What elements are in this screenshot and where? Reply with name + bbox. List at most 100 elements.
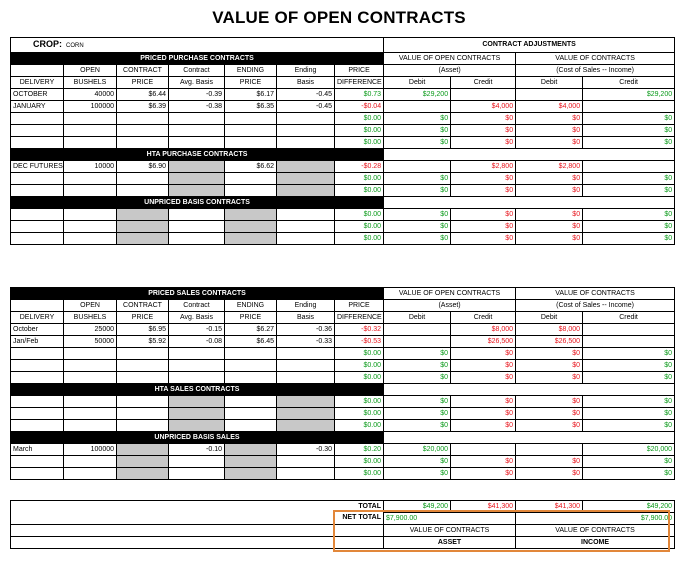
contract-price-na	[116, 232, 169, 245]
contract-header: CONTRACT	[116, 64, 169, 77]
contract-price	[116, 184, 169, 197]
table-row: $0.00 $0 $0 $0 $0	[10, 232, 676, 245]
asset-credit: $8,000	[450, 323, 517, 336]
contract-price: $6.95	[116, 323, 169, 336]
avg-basis-na	[168, 160, 225, 173]
contract-price	[116, 112, 169, 125]
income-debit: $0	[515, 467, 584, 480]
income-debit	[515, 443, 584, 456]
price-difference: -$0.32	[333, 323, 385, 336]
table-row: $0.00 $0 $0 $0 $0	[10, 124, 676, 137]
avg-basis-na	[168, 419, 225, 432]
income-debit	[515, 88, 584, 101]
ending-price: $6.62	[224, 160, 277, 173]
open-header: OPEN	[63, 64, 117, 77]
income-credit: $0	[582, 395, 676, 408]
table-row: Jan/Feb 50000 $5.92 -0.08 $6.45 -0.33 -$0.53 $2…	[10, 335, 676, 348]
ending-price	[224, 112, 277, 125]
contract-basis-header: Contract	[168, 299, 225, 312]
delivery	[10, 220, 64, 233]
asset-debit: $29,200	[383, 88, 452, 101]
income-credit: $0	[582, 419, 676, 432]
avg-basis: -0.38	[168, 100, 225, 113]
contract-adjustments-title: CONTRACT ADJUSTMENTS	[383, 37, 676, 53]
asset-debit: $20,000	[383, 443, 452, 456]
income-credit: $0	[582, 220, 676, 233]
asset-credit: $0	[450, 455, 517, 468]
avg-basis-header: Avg. Basis	[168, 76, 225, 89]
income-debit: $0	[515, 172, 584, 185]
price-difference: $0.00	[333, 172, 385, 185]
avg-basis	[168, 371, 225, 384]
contract-price-na	[116, 220, 169, 233]
income-credit: $0	[582, 232, 676, 245]
asset-debit: $0	[383, 407, 452, 420]
avg-basis: -0.15	[168, 323, 225, 336]
income-debit: $0	[515, 232, 584, 245]
contract-price: $6.44	[116, 88, 169, 101]
income-credit	[582, 335, 676, 348]
asset-credit: $0	[450, 232, 517, 245]
difference-header: DIFFERENCE	[333, 311, 385, 324]
avg-basis	[168, 467, 225, 480]
price-difference: $0.00	[333, 359, 385, 372]
avg-basis	[168, 124, 225, 137]
contract-price: $6.90	[116, 160, 169, 173]
price-difference: $0.00	[333, 395, 385, 408]
asset-debit: $0	[383, 184, 452, 197]
ending-header: ENDING	[224, 299, 277, 312]
income-debit: $0	[515, 112, 584, 125]
delivery: Jan/Feb	[10, 335, 64, 348]
table-row: JANUARY 100000 $6.39 -0.38 $6.35 -0.45 -$0.04 $…	[10, 100, 676, 113]
ending-basis-na	[276, 395, 335, 408]
ending-price	[224, 395, 277, 408]
avg-basis	[168, 232, 225, 245]
bushels	[63, 359, 117, 372]
ending-basis	[276, 359, 335, 372]
avg-basis	[168, 455, 225, 468]
blank-band	[383, 148, 676, 161]
delivery: JANUARY	[10, 100, 64, 113]
crop-value: CORN	[66, 43, 84, 49]
ending-basis	[276, 112, 335, 125]
bushels	[63, 220, 117, 233]
delivery	[10, 359, 64, 372]
difference-header: DIFFERENCE	[333, 76, 385, 89]
bushels	[63, 371, 117, 384]
table-row: $0.00 $0 $0 $0 $0	[10, 347, 676, 360]
asset-credit: $0	[450, 419, 517, 432]
section-title-priced: PRICED PURCHASE CONTRACTS	[9, 52, 385, 65]
credit-header: Credit	[450, 311, 517, 324]
income-credit: $0	[582, 407, 676, 420]
bushels	[63, 419, 117, 432]
table-row: DEC FUTURES 10000 $6.90 $6.62 -$0.28 $2,800 $2…	[10, 160, 676, 173]
ending-price-na	[224, 220, 277, 233]
delivery: October	[10, 323, 64, 336]
table-row: $0.00 $0 $0 $0 $0	[10, 112, 676, 125]
delivery	[10, 455, 64, 468]
asset-credit	[450, 88, 517, 101]
contract-price	[116, 347, 169, 360]
ending-basis	[276, 208, 335, 221]
debit-header: Debit	[383, 76, 452, 89]
avg-basis	[168, 347, 225, 360]
ending-price: $6.17	[224, 88, 277, 101]
ending-basis	[276, 232, 335, 245]
income-debit: $8,000	[515, 323, 584, 336]
bushels: 25000	[63, 323, 117, 336]
debit-header: Debit	[515, 76, 584, 89]
asset-credit: $0	[450, 208, 517, 221]
income-debit: $0	[515, 220, 584, 233]
section-title-priced: PRICED SALES CONTRACTS	[9, 287, 385, 300]
ending-price-na	[224, 208, 277, 221]
delivery	[10, 136, 64, 149]
avg-basis	[168, 136, 225, 149]
contract-basis-header: Contract	[168, 64, 225, 77]
delivery	[10, 407, 64, 420]
price-difference: $0.00	[333, 112, 385, 125]
ending-basis-header: Ending	[276, 64, 335, 77]
ending-basis-header: Ending	[276, 299, 335, 312]
delivery: DEC FUTURES	[10, 160, 64, 173]
ending-basis	[276, 467, 335, 480]
voc-open-header: VALUE OF OPEN CONTRACTS	[383, 52, 517, 65]
